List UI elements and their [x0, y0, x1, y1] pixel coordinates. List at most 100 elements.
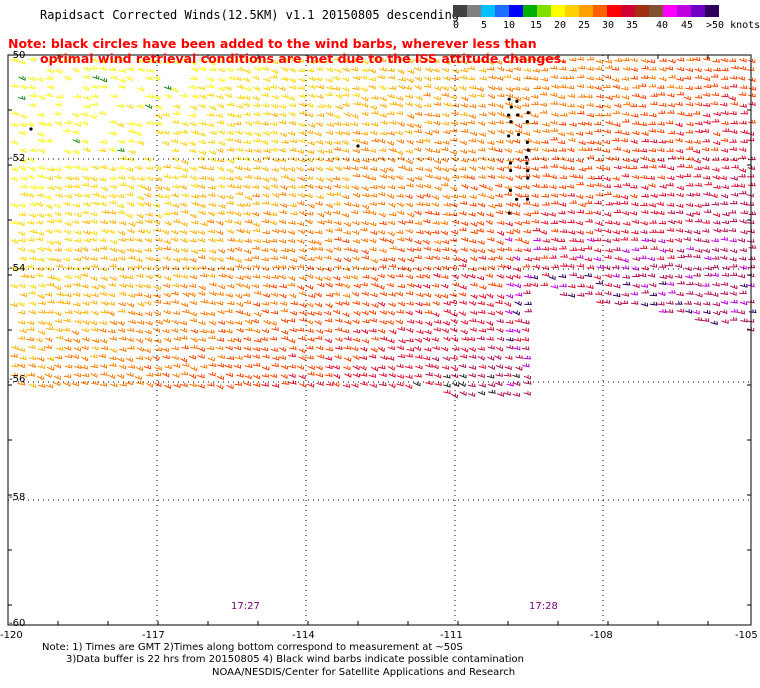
wind-barb	[154, 347, 163, 352]
wind-barb	[188, 292, 196, 298]
wind-barb	[180, 209, 189, 214]
wind-barb	[189, 213, 197, 219]
wind-barb	[541, 193, 550, 198]
wind-barb	[287, 318, 296, 323]
wind-barb	[308, 246, 316, 251]
wind-barb	[297, 85, 305, 90]
wind-barb	[71, 219, 79, 225]
wind-barb	[739, 265, 747, 270]
wind-barb	[377, 301, 386, 307]
wind-barb	[450, 120, 458, 126]
wind-barb	[325, 149, 333, 154]
wind-barb	[305, 175, 313, 180]
wind-barb	[352, 75, 360, 81]
wind-barb	[558, 121, 567, 126]
wind-barb	[702, 301, 711, 306]
wind-barb	[450, 355, 458, 360]
wind-barb	[262, 230, 270, 235]
wind-barb	[541, 85, 550, 91]
wind-barb	[504, 355, 513, 360]
wind-barb	[604, 220, 613, 225]
wind-barb	[152, 327, 161, 333]
wind-barb	[37, 294, 45, 300]
wind-barb	[324, 318, 333, 323]
wind-barb	[711, 292, 719, 297]
wind-barb	[515, 354, 523, 360]
wind-barb	[676, 248, 685, 253]
wind-barb	[612, 193, 621, 198]
wind-barb	[603, 74, 612, 80]
wind-barb	[153, 257, 161, 262]
wind-barb	[738, 155, 747, 160]
wind-barb	[287, 167, 296, 173]
wind-barb	[541, 147, 550, 153]
wind-barb	[253, 175, 261, 180]
wind-barb	[541, 265, 549, 271]
wind-barb	[467, 175, 475, 181]
contamination-circle	[515, 197, 519, 201]
wind-barb	[29, 202, 37, 207]
wind-barb	[154, 237, 163, 243]
wind-barb	[496, 274, 504, 279]
wind-barb	[423, 103, 432, 108]
wind-barb	[208, 300, 216, 305]
wind-barb	[171, 355, 179, 361]
wind-barb	[631, 121, 640, 125]
wind-barb	[269, 84, 277, 90]
wind-barb	[405, 194, 413, 200]
wind-barb	[362, 301, 370, 307]
wind-barb	[109, 184, 117, 190]
wind-barb	[621, 229, 629, 234]
wind-barb	[748, 77, 756, 83]
wind-barb	[405, 237, 413, 243]
wind-barb	[107, 374, 116, 380]
wind-barb	[711, 118, 720, 123]
wind-barb	[505, 68, 513, 73]
contamination-circle	[516, 113, 520, 117]
wind-barb	[46, 167, 55, 172]
wind-barb	[674, 263, 683, 269]
wind-barb	[82, 193, 90, 198]
wind-barb	[253, 132, 262, 138]
wind-barb	[189, 148, 197, 154]
wind-barb	[314, 255, 323, 261]
wind-barb	[676, 174, 684, 179]
wind-barb	[370, 110, 379, 115]
wind-barb	[153, 227, 162, 233]
wind-barb	[712, 302, 721, 307]
wind-barb	[335, 282, 343, 287]
wind-barb	[314, 311, 322, 316]
wind-barb	[109, 131, 117, 136]
wind-barb	[595, 192, 604, 197]
contamination-circle	[356, 144, 360, 148]
wind-barb	[641, 131, 649, 137]
wind-barb	[143, 228, 151, 235]
wind-barb	[497, 93, 505, 98]
wind-barb	[684, 229, 692, 235]
wind-barb	[288, 364, 296, 369]
wind-barb	[621, 210, 629, 216]
wind-barb	[638, 103, 647, 108]
wind-barb	[315, 329, 324, 335]
wind-barb	[467, 120, 475, 125]
wind-barb	[631, 247, 640, 252]
wind-barb	[557, 238, 566, 243]
wind-barb	[605, 201, 614, 206]
wind-barb	[424, 329, 432, 335]
wind-barb	[593, 147, 602, 151]
legend-swatch	[495, 5, 509, 17]
wind-barb	[242, 102, 250, 108]
wind-barb	[659, 58, 668, 62]
wind-barb	[540, 184, 549, 188]
wind-barb	[89, 354, 98, 359]
wind-barb	[414, 337, 423, 343]
wind-barb	[523, 374, 531, 380]
wind-barb	[299, 382, 307, 388]
wind-barb	[360, 140, 368, 145]
wind-barb	[630, 75, 639, 80]
wind-barb	[550, 101, 558, 105]
wind-barb	[172, 248, 180, 254]
wind-barb	[145, 372, 154, 377]
wind-barb	[252, 103, 261, 108]
wind-barb	[362, 158, 370, 163]
